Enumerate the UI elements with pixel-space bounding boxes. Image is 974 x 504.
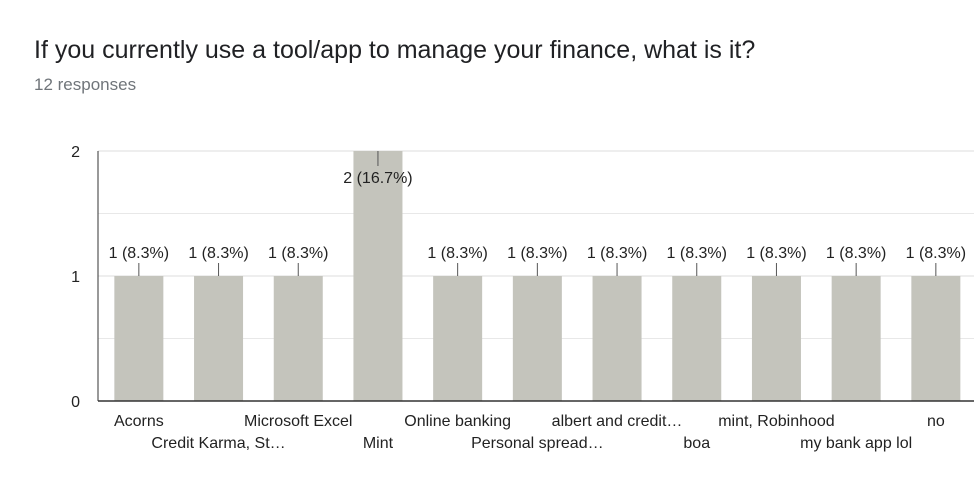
chart-title: If you currently use a tool/app to manag… [34,36,756,64]
x-tick-label: mint, Robinhood [718,413,835,430]
data-label: 1 (8.3%) [746,245,806,262]
response-count: 12 responses [34,75,137,94]
y-tick-label: 1 [71,269,80,286]
bar [273,276,323,401]
bar [353,151,403,401]
bar [911,276,961,401]
x-tick-label: Personal spread… [471,435,604,452]
bar [672,276,722,401]
bar [831,276,881,401]
bar [751,276,801,401]
x-tick-label: Microsoft Excel [244,413,352,430]
x-tick-label: Online banking [404,413,511,430]
data-label: 1 (8.3%) [826,245,886,262]
bar [512,276,562,401]
data-label: 1 (8.3%) [109,245,169,262]
x-tick-label: albert and credit… [552,413,683,430]
bar [592,276,642,401]
x-tick-label: Mint [363,435,394,452]
x-tick-label: Acorns [114,413,164,430]
data-label: 1 (8.3%) [667,245,727,262]
x-tick-label: my bank app lol [800,435,912,452]
y-tick-label: 0 [71,394,80,411]
x-tick-label: boa [683,435,710,452]
x-tick-label: Credit Karma, St… [151,435,285,452]
bar [194,276,244,401]
data-label: 1 (8.3%) [507,245,567,262]
data-label: 2 (16.7%) [343,170,412,187]
bar [433,276,483,401]
data-label: 1 (8.3%) [587,245,647,262]
bar [114,276,164,401]
x-tick-label: no [927,413,945,430]
y-tick-label: 2 [71,144,80,161]
data-label: 1 (8.3%) [906,245,966,262]
data-label: 1 (8.3%) [188,245,248,262]
data-label: 1 (8.3%) [268,245,328,262]
data-label: 1 (8.3%) [427,245,487,262]
